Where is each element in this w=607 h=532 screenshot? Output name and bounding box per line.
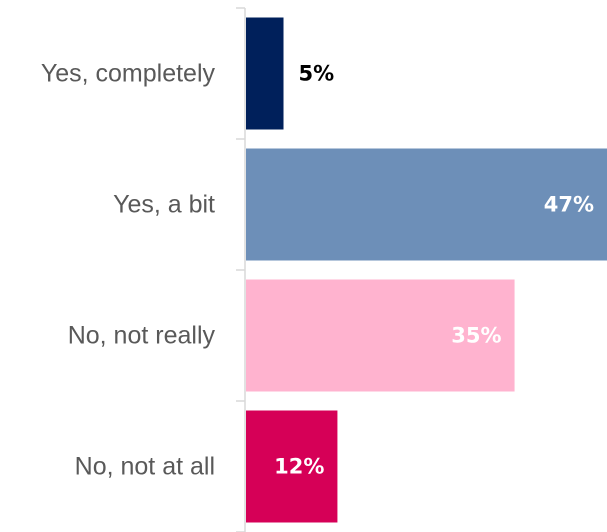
data-label: 12% xyxy=(274,455,324,479)
category-label: No, not really xyxy=(68,322,216,350)
data-label: 5% xyxy=(299,62,335,86)
category-label: Yes, completely xyxy=(41,60,216,88)
bar-3 xyxy=(246,279,515,392)
chart-labels: Yes, completely 5% Yes, a bit 47% No, not re… xyxy=(41,60,594,481)
chart-axis xyxy=(236,7,246,532)
bar-4 xyxy=(246,410,338,523)
category-label: Yes, a bit xyxy=(113,191,215,219)
chart-bars xyxy=(246,17,607,523)
bar-2 xyxy=(246,148,607,261)
data-label: 47% xyxy=(544,193,594,217)
data-label: 35% xyxy=(451,324,501,348)
bar-1 xyxy=(246,17,284,130)
category-label: No, not at all xyxy=(75,453,215,481)
